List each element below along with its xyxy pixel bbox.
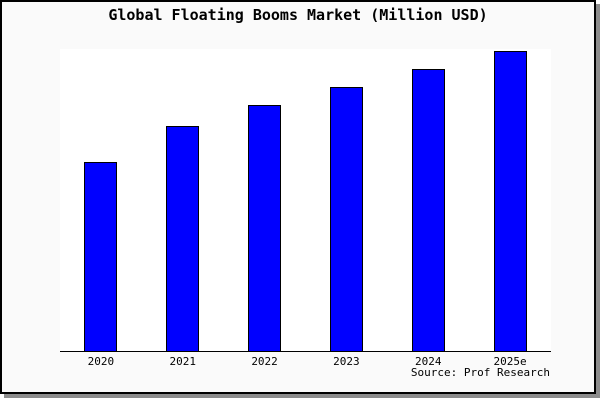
x-tick-label-2020: 2020 [87, 355, 115, 368]
bars-container [60, 49, 551, 351]
chart-title: Global Floating Booms Market (Million US… [108, 6, 488, 24]
bar-2024 [411, 69, 445, 351]
x-tick-label-2025e: 2025e [493, 355, 527, 368]
bar-slot-2023 [305, 49, 387, 351]
plot-area [60, 49, 551, 352]
bar-slot-2025e [469, 49, 551, 351]
bar-slot-2020 [60, 49, 142, 351]
bar-2022 [248, 105, 282, 351]
bar-2025e [493, 51, 527, 351]
x-tick-label-2024: 2024 [414, 355, 442, 368]
bar-slot-2024 [387, 49, 469, 351]
bar-2023 [329, 87, 363, 351]
x-tick-label-2021: 2021 [169, 355, 196, 368]
source-credit: Source: Prof Research [410, 366, 550, 379]
bar-2020 [84, 162, 118, 351]
x-axis-labels: 2020 2021 2022 2023 2024 2025e [60, 354, 551, 370]
bar-slot-2022 [224, 49, 306, 351]
bar-2021 [166, 126, 200, 351]
chart-window: Global Floating Booms Market (Million US… [0, 0, 596, 394]
x-tick-label-2023: 2023 [333, 355, 360, 368]
x-tick-label-2022: 2022 [251, 355, 278, 368]
bar-slot-2021 [142, 49, 224, 351]
